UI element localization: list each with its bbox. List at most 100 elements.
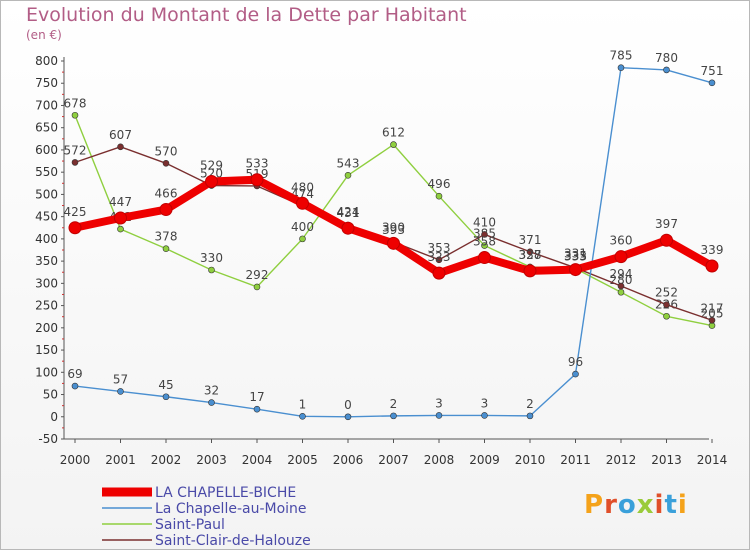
data-point [71, 111, 79, 119]
y-tick-label: 200 [35, 321, 58, 335]
data-label: 529 [200, 159, 223, 173]
data-label: 393 [382, 223, 405, 237]
data-label: 572 [64, 143, 87, 157]
logo-letter: i [654, 490, 665, 520]
y-tick-label: 550 [35, 165, 58, 179]
data-label: 32 [204, 384, 219, 398]
data-label: 292 [246, 268, 269, 282]
logo-letter: t [664, 490, 678, 520]
y-tick-label: 150 [35, 343, 58, 357]
data-point [481, 242, 488, 249]
data-point [660, 233, 673, 247]
unit-label: (en €) [26, 28, 62, 42]
data-label: 780 [655, 51, 678, 65]
data-label: 217 [701, 301, 724, 315]
x-tick-label: 2009 [469, 453, 500, 467]
data-label: 612 [382, 126, 405, 140]
logo-letter: P [584, 490, 605, 520]
data-point [162, 393, 170, 401]
data-point [523, 264, 537, 278]
data-label: 328 [519, 248, 542, 262]
data-label: 2 [526, 397, 534, 411]
data-label: 3 [481, 396, 489, 410]
data-label: 353 [428, 241, 451, 255]
data-label: 678 [64, 96, 87, 110]
data-point [663, 301, 670, 308]
y-tick-label: 300 [35, 276, 58, 290]
data-label: 3 [435, 396, 443, 410]
data-point [614, 250, 628, 264]
data-label: 431 [337, 206, 360, 220]
x-tick-label: 2011 [560, 453, 591, 467]
data-label: 425 [64, 205, 87, 219]
data-label: 400 [291, 220, 314, 234]
data-point [71, 159, 79, 166]
chart-title: Evolution du Montant de la Dette par Hab… [26, 4, 467, 26]
data-label: 0 [344, 398, 352, 412]
y-tick-label: 600 [35, 143, 58, 157]
data-point [117, 143, 124, 151]
data-point [432, 266, 446, 280]
data-label: 520 [200, 167, 223, 181]
data-label: 447 [109, 195, 132, 209]
data-label: 17 [249, 390, 264, 404]
data-point [617, 64, 625, 71]
data-point [253, 405, 261, 413]
data-point [478, 251, 491, 265]
logo-letter: o [617, 490, 637, 520]
data-point [162, 245, 170, 252]
x-tick-label: 2002 [151, 453, 182, 467]
data-point [572, 370, 579, 378]
y-tick-label: 50 [43, 388, 58, 402]
data-point [526, 412, 534, 420]
data-label: 2 [390, 397, 398, 411]
data-label: 424 [337, 205, 360, 219]
data-label: 323 [428, 250, 451, 264]
legend-label: Saint-Clair-de-Halouze [155, 533, 311, 549]
data-point [208, 399, 215, 406]
data-label: 570 [155, 144, 178, 158]
data-point [341, 221, 355, 235]
data-point [435, 412, 443, 419]
data-label: 466 [155, 187, 178, 201]
data-label: 378 [155, 230, 178, 244]
x-tick-label: 2005 [287, 453, 318, 467]
data-point [296, 196, 309, 210]
data-label: 1 [299, 397, 307, 411]
data-label: 607 [109, 128, 132, 142]
data-point [71, 382, 79, 390]
data-point [617, 288, 625, 296]
data-label: 751 [701, 64, 724, 78]
data-point [117, 388, 124, 395]
legend-item: Saint-Paul [102, 517, 225, 533]
x-tick-label: 2006 [333, 453, 364, 467]
data-point [205, 175, 218, 189]
data-label: 360 [610, 234, 633, 248]
logo-letter: i [677, 490, 688, 520]
logo-letter: x [636, 490, 655, 520]
data-label: 533 [246, 157, 269, 171]
data-label: 333 [564, 250, 587, 264]
data-point [481, 412, 488, 419]
data-label: 96 [568, 355, 583, 369]
data-point [705, 259, 719, 273]
data-point [617, 282, 625, 290]
series-saint-clair-de-halouze: 5726075705205194744313933534103713352942… [64, 128, 724, 324]
y-tick-label: 800 [35, 54, 58, 68]
x-tick-label: 2008 [424, 453, 455, 467]
x-tick-label: 2013 [651, 453, 682, 467]
y-tick-label: 750 [35, 76, 58, 90]
legend-label: Saint-Paul [155, 517, 225, 533]
legend-item: LA CHAPELLE-BICHE [102, 485, 296, 501]
data-label: 397 [655, 217, 678, 231]
data-label: 480 [291, 180, 314, 194]
data-point [159, 203, 173, 217]
legend-item: La Chapelle-au-Moine [102, 501, 307, 517]
data-point [299, 235, 306, 243]
logo-letter: r [604, 490, 618, 520]
series-la-chapelle-biche: 425 447 466 529 533 480 424 390 323 358 328 331 360 3… [64, 157, 723, 280]
x-tick-label: 2001 [105, 453, 136, 467]
data-point [435, 192, 443, 200]
